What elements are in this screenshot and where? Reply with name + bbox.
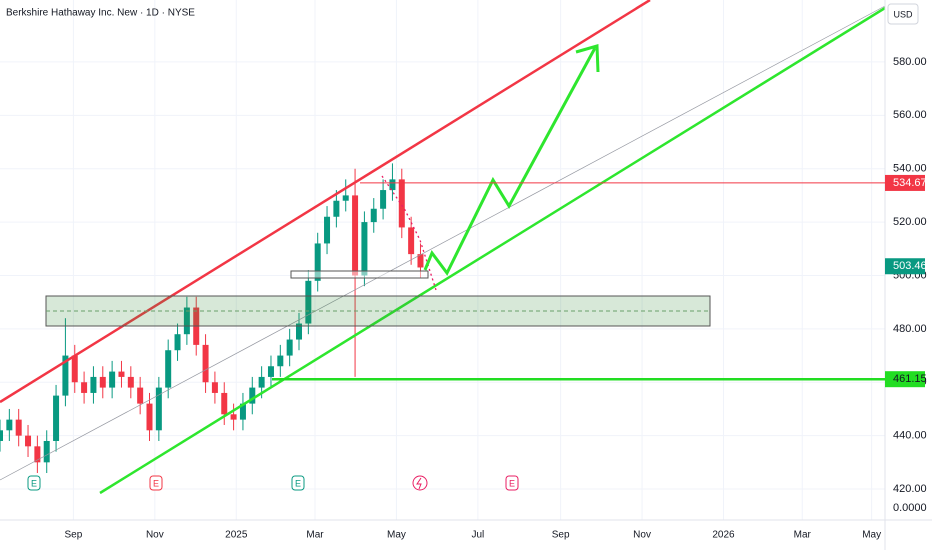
candle-body <box>53 395 60 441</box>
candle-body <box>277 355 284 367</box>
candle-body <box>221 392 228 415</box>
price-label-bg <box>885 371 925 388</box>
x-tick-label: May <box>862 530 881 541</box>
candle-body <box>43 440 50 463</box>
candle-body <box>408 227 415 255</box>
mid-channel <box>0 5 886 481</box>
candle-body <box>398 179 405 228</box>
candle-body <box>324 216 331 244</box>
dividend-icon <box>412 475 428 491</box>
projection-arrow <box>423 47 597 276</box>
candle-body <box>305 280 312 324</box>
candle-body <box>267 366 274 377</box>
x-tick-label: Nov <box>146 530 164 541</box>
candle-body <box>118 371 125 377</box>
x-tick-label: Mar <box>794 530 812 541</box>
candle-body <box>174 334 181 351</box>
event-marker <box>149 475 163 491</box>
candle-body <box>34 446 41 463</box>
small-zone <box>290 270 429 279</box>
candle-body <box>127 376 134 388</box>
candle-body <box>202 344 209 383</box>
upper-channel <box>0 0 651 404</box>
pane-label: 0.0000 <box>893 502 927 514</box>
candle-body <box>342 195 349 201</box>
candle-body <box>165 350 172 388</box>
x-tick-label: Sep <box>552 530 570 541</box>
lightning <box>416 477 422 490</box>
candle-body <box>81 382 88 393</box>
event-marker <box>291 475 305 491</box>
candle-body <box>239 403 246 420</box>
arrow-head <box>575 44 600 73</box>
price-label: 461.15 <box>893 373 927 385</box>
candle-body <box>370 208 377 223</box>
x-tick-label: Jul <box>471 530 484 541</box>
candle-body <box>71 355 78 383</box>
candle-body <box>15 419 22 436</box>
candle-body <box>183 307 190 335</box>
x-tick-label: 2026 <box>712 530 735 541</box>
last-price-label: 503.46 <box>893 260 927 272</box>
candle-body <box>333 200 340 217</box>
event-marker <box>505 475 519 491</box>
candle-body <box>249 387 256 404</box>
candle-body <box>352 195 359 276</box>
event-marker <box>27 475 41 491</box>
y-tick-label: 420.00 <box>893 483 927 495</box>
event-marker-label: E <box>153 478 159 488</box>
candle-body <box>90 376 97 393</box>
candle-body <box>6 419 13 431</box>
candle-body <box>361 222 368 276</box>
event-marker-label: E <box>295 478 301 488</box>
price-label: 534.67 <box>893 177 927 189</box>
candle-body <box>258 376 265 388</box>
candle-body <box>62 355 69 396</box>
title: Berkshire Hathaway Inc. New · 1D · NYSE <box>6 8 195 19</box>
event-marker-label: E <box>31 478 37 488</box>
candle-body <box>417 254 424 268</box>
candle-body <box>314 243 321 281</box>
y-tick-label: 440.00 <box>893 430 927 442</box>
lower-channel <box>99 6 886 495</box>
candle-body <box>296 323 303 340</box>
y-tick-label: 520.00 <box>893 216 927 228</box>
y-tick-label: 540.00 <box>893 163 927 175</box>
candle-body <box>380 190 387 209</box>
candle-body <box>230 414 237 420</box>
candle-body <box>146 403 153 431</box>
candle-body <box>99 376 106 388</box>
x-tick-label: Sep <box>65 530 83 541</box>
candle-body <box>109 371 116 388</box>
price-label-bg <box>885 174 925 191</box>
currency-box <box>887 3 919 25</box>
candle-body <box>389 179 396 191</box>
x-tick-label: Mar <box>306 530 324 541</box>
x-tick-label: Nov <box>633 530 651 541</box>
y-tick-label: 480.00 <box>893 323 927 335</box>
y-tick-label: 580.00 <box>893 56 927 68</box>
candle-body <box>137 387 144 404</box>
candle-body <box>286 339 293 356</box>
event-marker-label: E <box>509 478 515 488</box>
candle-body <box>25 435 32 447</box>
candle-body <box>0 430 3 441</box>
currency: USD <box>893 9 913 19</box>
drawings <box>0 0 886 495</box>
candle-body <box>211 382 218 393</box>
x-tick-label: 2025 <box>225 530 248 541</box>
candle-body <box>155 387 162 431</box>
last-price-bg <box>885 258 925 275</box>
x-tick-label: May <box>387 530 406 541</box>
y-tick-label: 560.00 <box>893 109 927 121</box>
